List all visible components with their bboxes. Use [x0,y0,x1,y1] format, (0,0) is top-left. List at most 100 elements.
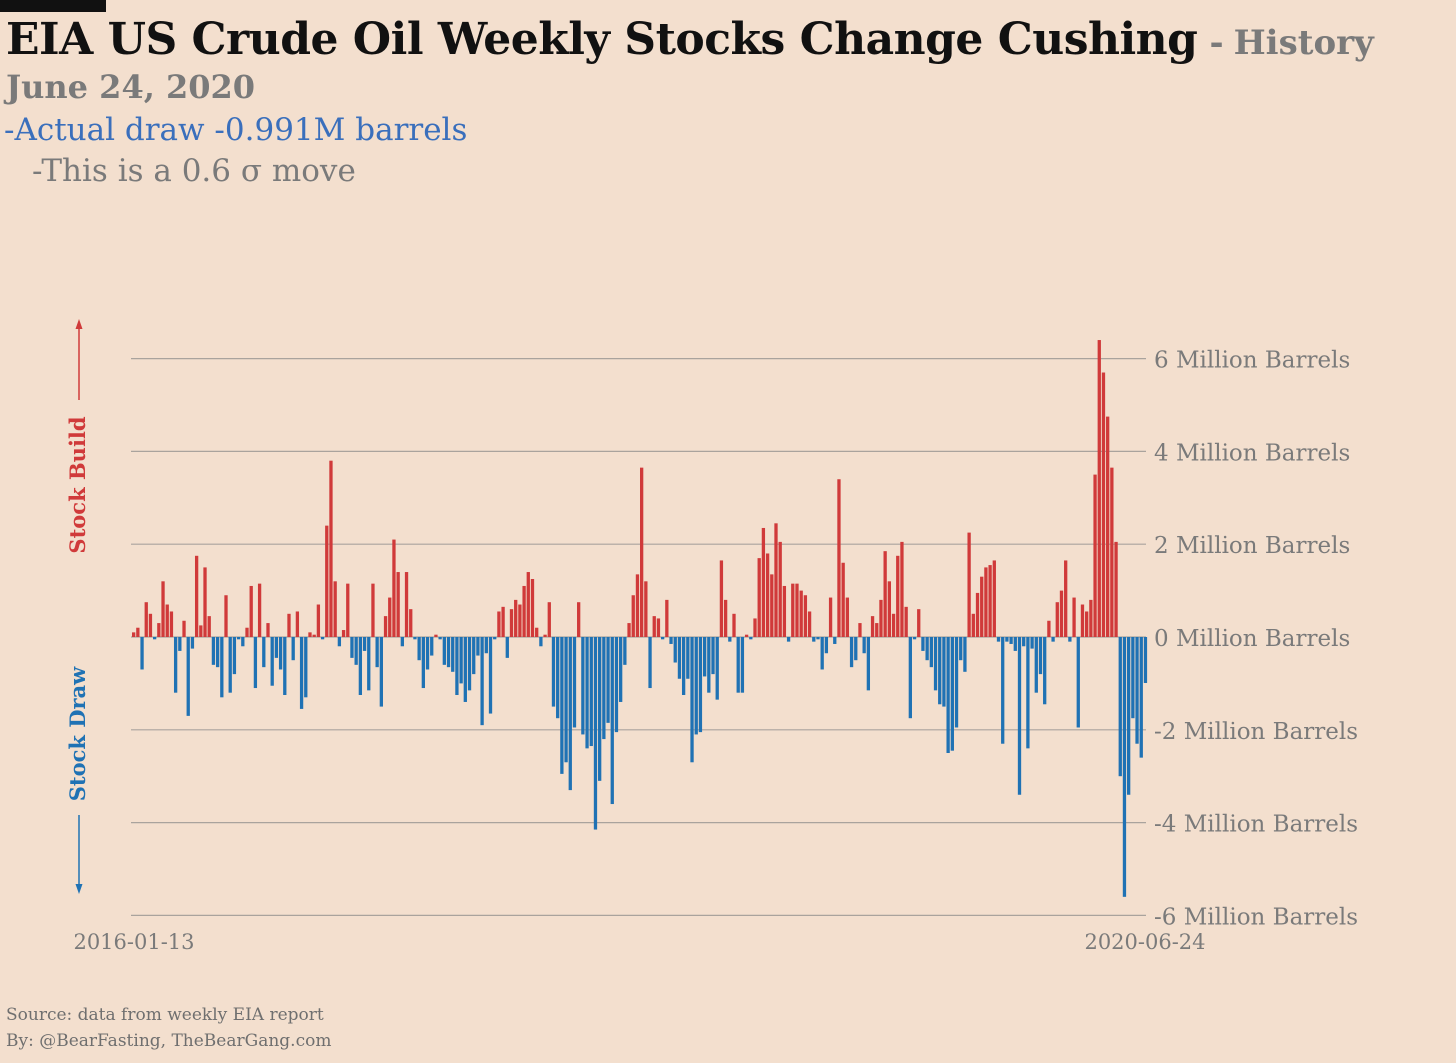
draw-bar [602,637,606,740]
draw-bar [925,637,929,661]
draw-bar [681,637,686,695]
build-bar [535,627,539,637]
build-bar [497,611,501,637]
build-bar [837,479,841,637]
draw-bar [228,637,232,693]
build-bar [803,595,808,637]
draw-bar [1122,637,1127,897]
draw-bar [211,637,216,665]
draw-bar [572,637,577,728]
draw-bar [1001,637,1005,744]
build-bar [845,597,850,637]
draw-bar [215,637,220,668]
y-tick-label: 6 Million Barrels [1154,348,1350,374]
build-bar [501,606,505,637]
draw-bar [278,637,283,670]
draw-bar [291,637,295,661]
build-bar [1085,611,1089,637]
draw-bar [648,637,652,689]
draw-bar [593,637,598,830]
draw-bar [694,637,698,735]
draw-bar [220,637,224,698]
draw-bar [350,637,354,658]
draw-bar [564,637,568,763]
draw-bar [1051,637,1055,642]
build-bar [971,613,975,637]
draw-bar [484,637,488,654]
draw-arrow-head [75,884,83,894]
draw-bar [430,637,434,656]
draw-bar [740,637,745,693]
build-bar [194,555,199,637]
draw-bar [253,637,258,689]
build-bar [904,606,908,637]
draw-bar [824,637,829,654]
build-bar [346,583,350,637]
build-bar [312,634,316,637]
build-bar [383,616,388,637]
build-bar [266,623,270,637]
build-bar [778,541,782,637]
build-bar [434,634,438,637]
build-bar [245,627,249,637]
report-date: June 24, 2020 [6,68,256,106]
draw-bar [820,637,824,670]
draw-bar [262,637,266,668]
draw-bar [614,637,619,733]
build-bar [992,560,996,637]
draw-bar [190,637,195,649]
build-bar [509,609,514,637]
build-bar [333,581,337,637]
build-bar [732,613,736,637]
draw-bar [446,637,451,668]
draw-bar [610,637,614,805]
draw-bar [1038,637,1043,675]
draw-bar [942,637,946,707]
draw-bar [1068,637,1072,642]
build-bar [1114,541,1118,637]
draw-bar [232,637,237,675]
draw-bar [1034,637,1038,693]
draw-bar [862,637,866,654]
build-bar [316,604,321,637]
build-bar [257,583,262,637]
build-bar [807,611,812,637]
draw-bar [1030,637,1034,649]
draw-bar [912,637,917,640]
draw-bar [472,637,476,675]
draw-bar [375,637,379,668]
draw-bar [354,637,358,665]
draw-bar [585,637,589,749]
draw-bar [421,637,425,689]
draw-bar [236,637,241,640]
build-bar [980,576,984,637]
draw-bar [337,637,342,647]
build-bar [1097,340,1101,637]
draw-bar [1026,637,1030,749]
build-bar [761,527,766,637]
draw-bar [1143,637,1148,683]
build-bar [879,599,883,637]
draw-bar [946,637,950,753]
build-bar [199,625,203,637]
draw-bar [400,637,404,647]
build-bar [182,620,186,637]
build-bar [388,597,392,637]
build-bar [1047,620,1051,637]
draw-bar [463,637,467,702]
build-bar [530,579,535,637]
build-bar [224,595,228,637]
build-bar [795,583,799,637]
corner-block [0,0,106,12]
draw-bar [1005,637,1009,642]
build-bar [652,616,656,637]
build-bar [1064,560,1068,637]
build-bar [891,613,896,637]
build-bar [774,523,778,637]
draw-bar [786,637,791,642]
draw-bar [480,637,484,726]
draw-bar [1076,637,1080,728]
draw-bar [921,637,925,651]
y-tick-label: -2 Million Barrels [1154,719,1358,745]
draw-bar [749,637,753,640]
